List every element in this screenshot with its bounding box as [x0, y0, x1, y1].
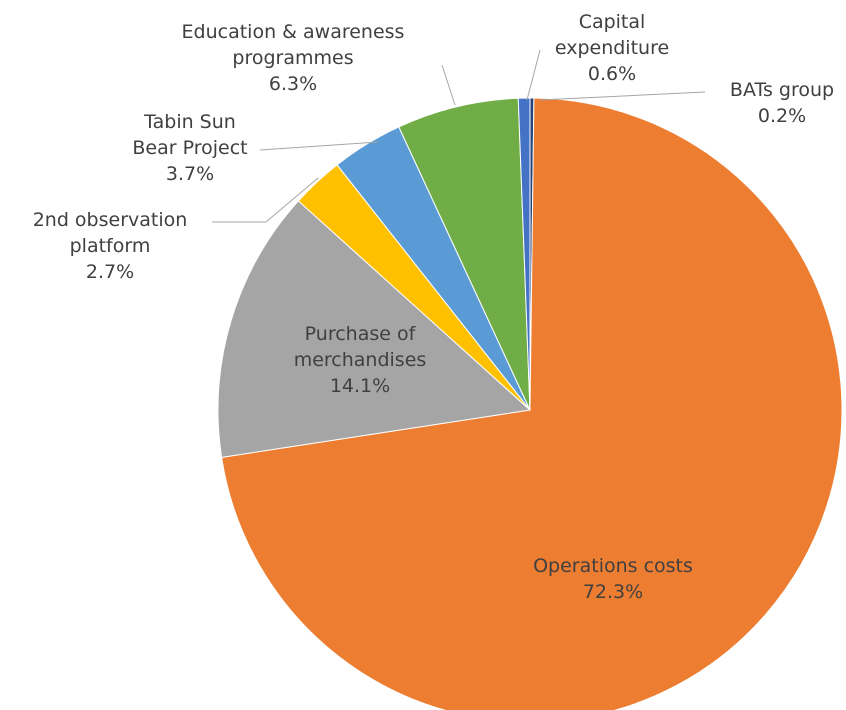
pie-slice-6	[517, 97, 531, 411]
slice-label-4: Tabin Sun Bear Project 3.7%	[132, 111, 247, 185]
pie-slice-5	[398, 97, 531, 411]
pie-slices	[217, 97, 843, 710]
leader-line-6	[526, 49, 541, 101]
slice-label-2: Purchase of merchandises 14.1%	[294, 323, 427, 397]
slice-label-0: BATs group 0.2%	[730, 79, 834, 127]
leader-line-5	[441, 64, 456, 106]
pie-slice-2	[217, 200, 532, 458]
slice-label-6: Capital expenditure 0.6%	[555, 11, 669, 85]
slice-label-1: Operations costs 72.3%	[533, 555, 693, 603]
slice-labels: BATs group 0.2% Operations costs 72.3% Purch…	[33, 11, 834, 603]
leader-lines	[212, 49, 706, 223]
pie-slice-1	[221, 97, 843, 710]
slice-label-5: Education & awareness programmes 6.3%	[182, 21, 405, 95]
leader-line-0	[539, 91, 706, 101]
leader-line-3	[212, 177, 319, 223]
leader-line-4	[259, 141, 379, 151]
slice-label-3: 2nd observation platform 2.7%	[33, 209, 188, 283]
